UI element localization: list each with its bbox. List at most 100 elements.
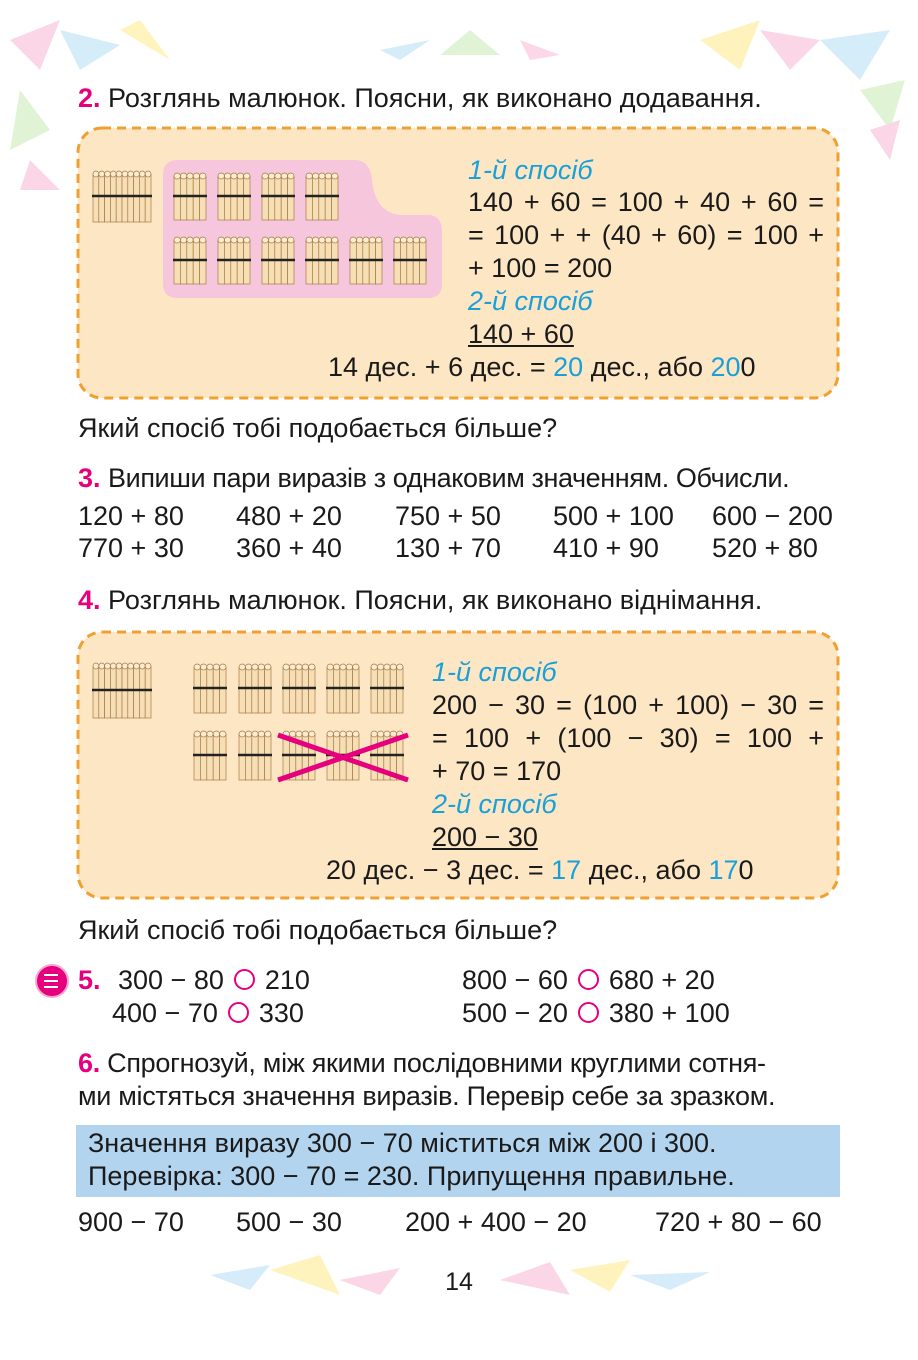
stick-end (224, 172, 232, 180)
stick (144, 173, 152, 223)
stick-end (133, 170, 140, 178)
bottom-decoration (210, 1255, 710, 1295)
stick (370, 666, 378, 714)
stick-end (345, 730, 353, 738)
result-text: 14 дес. + 6 дес. = (328, 352, 554, 382)
stick-end (383, 730, 391, 738)
stick (192, 239, 200, 285)
stick (356, 239, 364, 285)
stick-end (326, 663, 334, 671)
stick (219, 733, 227, 781)
stick-bundle (92, 662, 152, 719)
result-highlight: 17 (708, 855, 739, 885)
stick-end (133, 662, 140, 670)
stick (287, 175, 295, 221)
stick-end (339, 663, 347, 671)
method-line: = 100 + (100 − 30) = 100 + (432, 723, 824, 753)
stick (333, 666, 341, 714)
stick-end (326, 730, 334, 738)
compare-circle (227, 1002, 249, 1023)
stick-end (333, 730, 341, 738)
stick (193, 666, 201, 714)
stick (352, 666, 360, 714)
stick-end (104, 170, 111, 178)
stick (238, 666, 246, 714)
stick (370, 733, 378, 781)
expression: 720 + 80 − 60 (655, 1207, 822, 1237)
expression: 300 − 80 (118, 965, 224, 995)
method-title: 1-й спосіб (468, 155, 593, 185)
stick-end (92, 170, 100, 178)
stick (289, 666, 297, 714)
stick-bundle (282, 730, 316, 781)
stick (383, 666, 391, 714)
stick-end (139, 170, 146, 178)
method-expression: 140 + 60 (468, 319, 574, 349)
stick (257, 733, 265, 781)
stick-end (192, 236, 200, 244)
expression: 380 + 100 (608, 998, 730, 1028)
stick-bundle (393, 236, 427, 285)
comparison: 800 − 60 680 + 20 (462, 964, 715, 996)
stick-end (370, 730, 378, 738)
stick (305, 239, 313, 285)
expression: 360 + 40 (236, 533, 342, 563)
stick (301, 666, 309, 714)
expression: 210 (264, 965, 310, 995)
stick-end (257, 730, 265, 738)
stick-end (127, 170, 134, 178)
method-line: 200 − 30 = (100 + 100) − 30 = (432, 690, 824, 720)
stick (98, 665, 105, 719)
stick-bundle (92, 170, 152, 223)
expression: 680 + 20 (608, 965, 715, 995)
task-text: Випиши пари виразів з однаковим значення… (108, 463, 790, 493)
stick-end (243, 236, 251, 244)
stick (268, 239, 276, 285)
stick (212, 733, 220, 781)
stick-end (212, 663, 220, 671)
stick-end (356, 236, 364, 244)
stick (326, 733, 334, 781)
task-text: Спрогнозуй, між якими послідовними кругл… (107, 1048, 766, 1078)
result-highlight: 20 (553, 352, 584, 382)
method-title: 2-й спосіб (432, 789, 557, 819)
stick-end (396, 663, 404, 671)
stick (352, 733, 360, 781)
stick (318, 239, 326, 285)
stick (264, 733, 272, 781)
stick (199, 239, 207, 285)
expression: 480 + 20 (236, 501, 342, 531)
stick-end (287, 172, 295, 180)
stick-end (243, 172, 251, 180)
stick (115, 665, 123, 719)
stick (295, 666, 303, 714)
stick (224, 175, 232, 221)
stick-end (180, 172, 188, 180)
stick-end (389, 730, 397, 738)
stick (312, 175, 320, 221)
stick (245, 666, 253, 714)
stick (224, 239, 232, 285)
stick (349, 239, 357, 285)
stick (308, 733, 316, 781)
comparison: 300 − 80 210 (118, 964, 310, 996)
stick-end (368, 236, 376, 244)
stick-end (389, 663, 397, 671)
expression: 330 (258, 998, 304, 1028)
stick (110, 173, 117, 223)
stick-end (400, 236, 408, 244)
stick-end (180, 236, 188, 244)
task-number: 3. (78, 463, 101, 493)
expression: 500 − 30 (236, 1207, 342, 1237)
stick (419, 239, 427, 285)
stick (230, 175, 238, 221)
stick (236, 175, 244, 221)
result-text: 0 (740, 352, 756, 382)
comparison: 500 − 20 380 + 100 (462, 997, 730, 1029)
stick (206, 733, 214, 781)
stick (268, 175, 276, 221)
stick (230, 239, 238, 285)
stick (406, 239, 414, 285)
stick-end (110, 170, 117, 178)
